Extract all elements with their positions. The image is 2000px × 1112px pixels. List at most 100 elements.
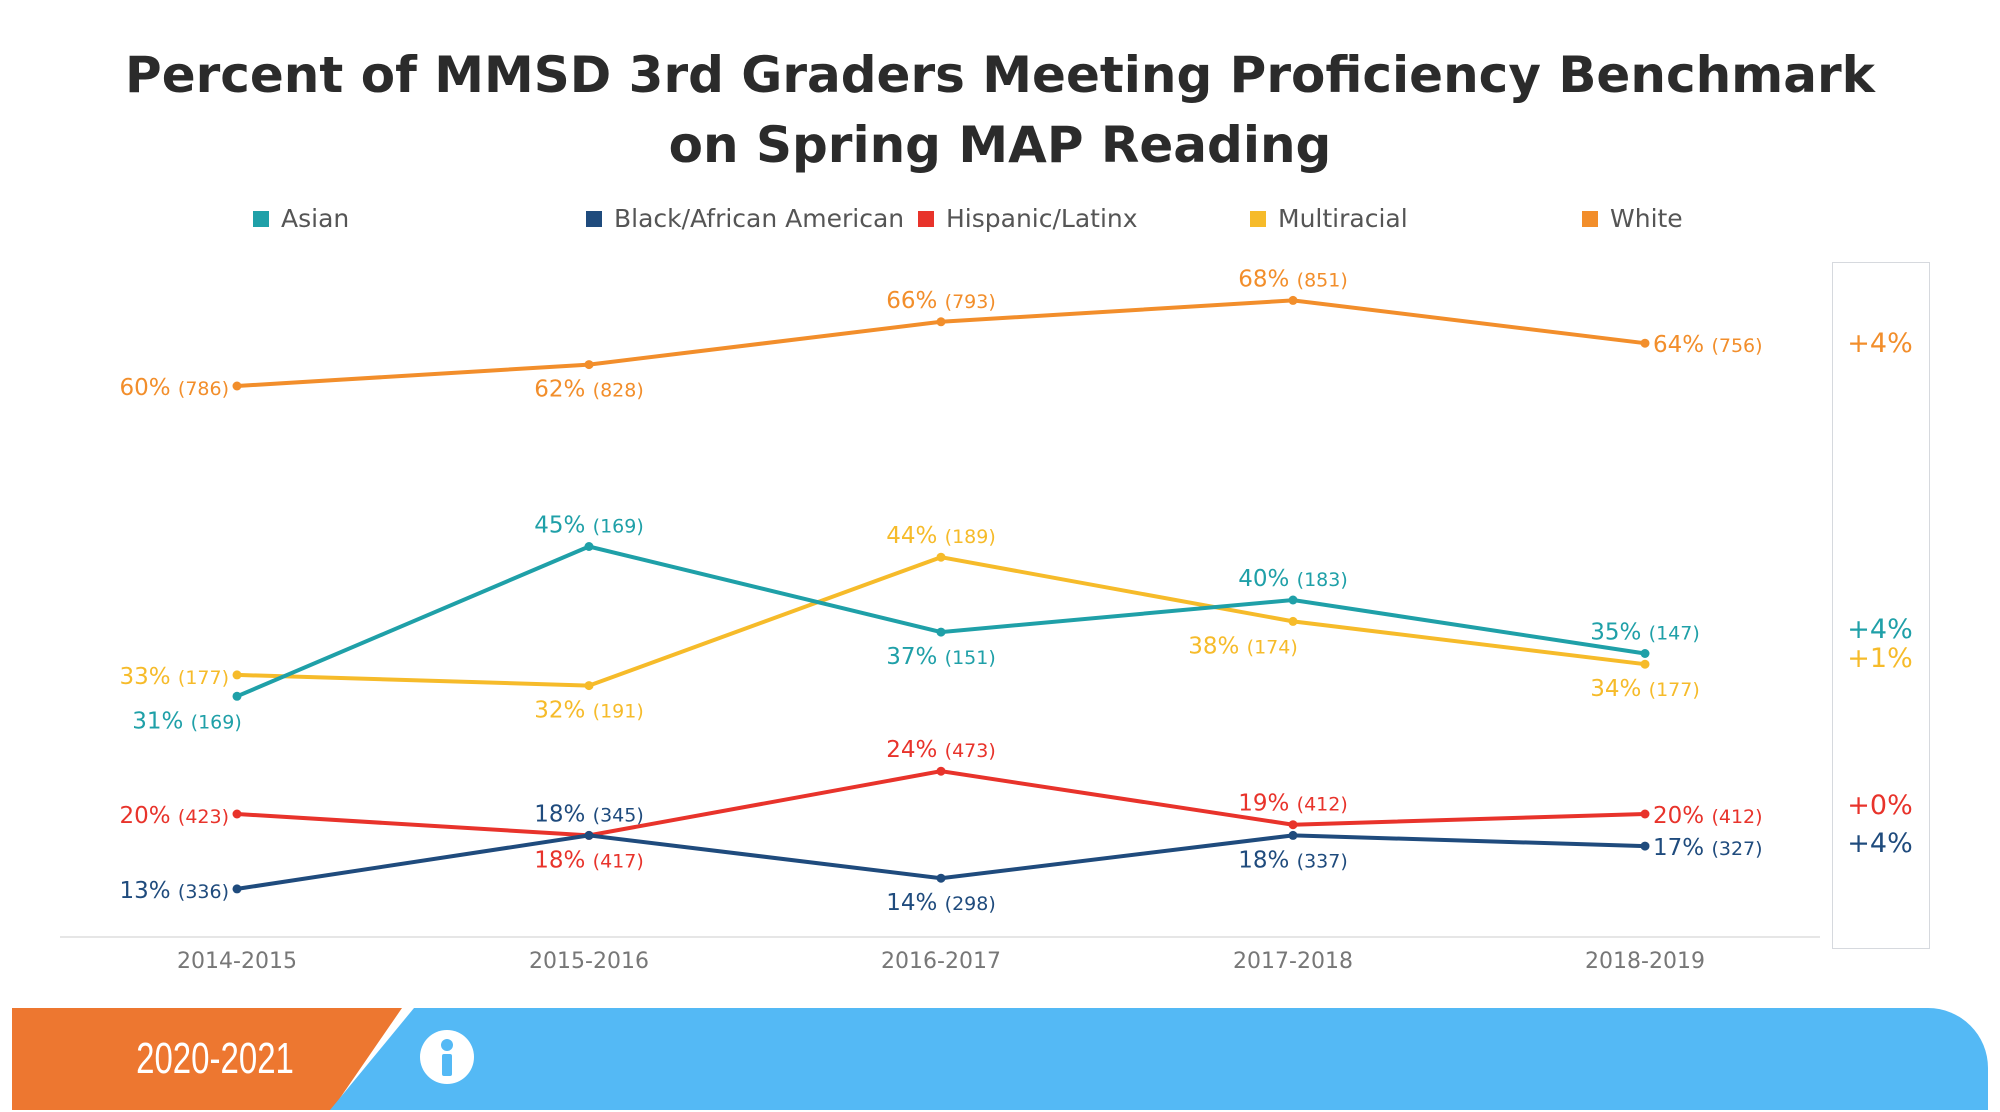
data-label-count: (793) <box>945 291 996 313</box>
data-label-percent: 66% <box>886 288 944 314</box>
data-label-percent: 14% <box>886 890 944 916</box>
change-value: +1% <box>1847 643 1913 674</box>
data-label-count: (183) <box>1297 569 1348 591</box>
data-point <box>1288 616 1298 626</box>
data-label-percent: 45% <box>534 513 592 539</box>
data-label-percent: 13% <box>119 878 177 904</box>
x-tick-label: 2018-2019 <box>1585 949 1705 974</box>
data-label-count: (417) <box>593 850 644 872</box>
data-label: 66% (793) <box>886 288 996 314</box>
data-point <box>1640 659 1650 669</box>
change-value: +4% <box>1847 828 1913 859</box>
data-label-count: (412) <box>1297 794 1348 816</box>
data-label-count: (169) <box>191 711 242 733</box>
legend-item: Hispanic/Latinx <box>918 204 1138 233</box>
data-label-count: (174) <box>1247 636 1298 658</box>
legend-swatch <box>586 210 602 227</box>
data-point <box>936 552 946 562</box>
legend-item: Multiracial <box>1250 204 1408 233</box>
data-label: 35% (147) <box>1590 620 1700 646</box>
data-label-percent: 38% <box>1188 633 1246 659</box>
data-point <box>1288 830 1298 840</box>
data-label-percent: 33% <box>119 664 177 690</box>
data-label-count: (298) <box>945 893 996 915</box>
legend-label: Asian <box>281 204 350 233</box>
legend-label: White <box>1610 204 1683 233</box>
data-label: 34% (177) <box>1590 676 1700 702</box>
legend-item: Asian <box>253 204 349 233</box>
data-label: 40% (183) <box>1238 566 1348 592</box>
data-label-percent: 18% <box>534 847 592 873</box>
data-label-count: (336) <box>178 881 229 903</box>
data-point <box>1288 595 1298 605</box>
data-label-count: (473) <box>945 740 996 762</box>
data-label: 64% (756) <box>1653 332 1763 358</box>
data-point <box>584 542 594 551</box>
data-label: 20% (412) <box>1653 803 1763 829</box>
data-label-count: (786) <box>178 378 229 400</box>
data-label-count: (412) <box>1711 806 1762 828</box>
data-label-count: (151) <box>945 647 996 669</box>
data-label-count: (423) <box>178 806 229 828</box>
data-label: 44% (189) <box>886 523 996 549</box>
data-label-percent: 37% <box>886 644 944 670</box>
data-label-count: (327) <box>1711 838 1762 860</box>
x-tick-label: 2014-2015 <box>177 949 297 974</box>
title-line-2: on Spring MAP Reading <box>668 116 1332 174</box>
data-label-count: (756) <box>1711 335 1762 357</box>
data-label-percent: 35% <box>1590 620 1648 646</box>
legend-swatch <box>253 210 269 227</box>
data-label: 38% (174) <box>1188 633 1298 659</box>
data-label-percent: 18% <box>534 801 592 827</box>
data-label-percent: 20% <box>1653 803 1711 829</box>
data-label-count: (147) <box>1649 623 1700 645</box>
legend-swatch <box>1250 210 1266 227</box>
data-point <box>232 691 242 701</box>
info-icon[interactable] <box>420 1030 474 1084</box>
change-value: +4% <box>1847 328 1913 359</box>
change-value: +4% <box>1847 614 1913 645</box>
data-label: 60% (786) <box>119 375 229 401</box>
data-label: 18% (345) <box>534 801 644 827</box>
title-line-1: Percent of MMSD 3rd Graders Meeting Prof… <box>125 46 1875 104</box>
data-label-percent: 44% <box>886 523 944 549</box>
data-label-percent: 24% <box>886 737 944 763</box>
data-label-percent: 19% <box>1238 791 1296 817</box>
x-tick-label: 2017-2018 <box>1233 949 1353 974</box>
legend-item: White <box>1582 204 1683 233</box>
footer-bar <box>330 1008 1988 1110</box>
data-label: 20% (423) <box>119 803 229 829</box>
data-point <box>232 884 242 894</box>
change-value: +0% <box>1847 790 1913 821</box>
data-label: 18% (337) <box>1238 847 1348 873</box>
data-label: 19% (412) <box>1238 791 1348 817</box>
legend-label: Multiracial <box>1278 204 1408 233</box>
data-label: 33% (177) <box>119 664 229 690</box>
legend-label: Hispanic/Latinx <box>946 204 1138 233</box>
data-label-percent: 31% <box>132 708 190 734</box>
data-label-percent: 34% <box>1590 676 1648 702</box>
legend-item: Black/African American <box>586 204 904 233</box>
data-point <box>1288 295 1298 305</box>
data-label-count: (337) <box>1297 850 1348 872</box>
data-label-count: (177) <box>178 667 229 689</box>
data-label: 24% (473) <box>886 737 996 763</box>
x-tick-label: 2016-2017 <box>881 949 1001 974</box>
chart-title: Percent of MMSD 3rd Graders Meeting Prof… <box>0 40 2000 180</box>
series-line <box>236 544 1646 699</box>
data-point <box>936 627 946 637</box>
data-point <box>1640 649 1650 658</box>
data-label: 17% (327) <box>1653 835 1763 861</box>
data-point <box>936 766 946 776</box>
data-point <box>936 317 946 327</box>
data-point <box>936 873 946 883</box>
data-label-count: (169) <box>593 516 644 538</box>
legend-label: Black/African American <box>614 204 905 233</box>
data-label-percent: 64% <box>1653 332 1711 358</box>
data-label-count: (851) <box>1297 269 1348 291</box>
change-column <box>1832 262 1930 949</box>
data-label: 14% (298) <box>886 890 996 916</box>
data-label-percent: 60% <box>119 375 177 401</box>
data-label-count: (177) <box>1649 679 1700 701</box>
data-point <box>1288 820 1298 830</box>
